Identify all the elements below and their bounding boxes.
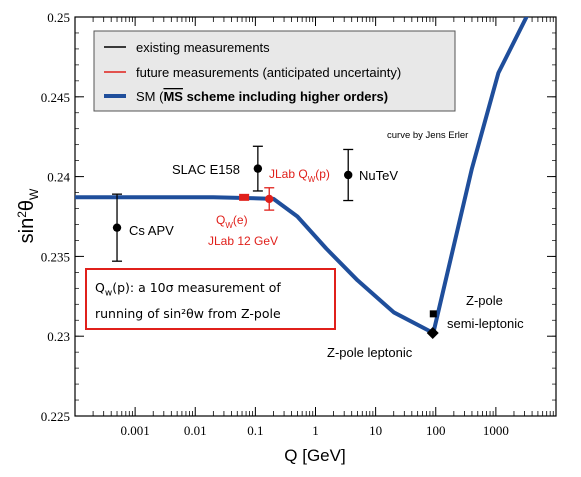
- x-tick-label: 0.001: [121, 423, 150, 438]
- y-axis-title: sin2θW: [15, 188, 41, 243]
- legend-label-future: future measurements (anticipated uncerta…: [136, 65, 401, 80]
- label-jlab-qwp: JLab QW(p): [269, 167, 330, 184]
- point-jlab-q-w-p--marker: [265, 194, 274, 204]
- note-box: Qw(p): a 10σ measurement of running of s…: [85, 268, 336, 330]
- legend-label-sm: SM (MS scheme including higher orders): [136, 89, 388, 104]
- label-slac-e158: SLAC E158: [172, 162, 240, 177]
- x-tick-label: 10: [369, 423, 382, 438]
- point-z-pole-semi-leptonic-marker: [429, 310, 437, 318]
- label-zpole-leptonic: Z-pole leptonic: [327, 345, 413, 360]
- credit-text: curve by Jens Erler: [387, 130, 468, 141]
- x-tick-label: 100: [426, 423, 446, 438]
- legend: existing measurements future measurement…: [93, 30, 456, 112]
- label-cs-apv: Cs APV: [129, 223, 174, 238]
- x-tick-label: 1000: [483, 423, 509, 438]
- x-axis-title: Q [GeV]: [284, 446, 345, 465]
- y-tick-label: 0.235: [41, 249, 70, 264]
- x-tick-label: 0.01: [184, 423, 207, 438]
- label-zpole-semi-2: semi-leptonic: [447, 316, 524, 331]
- y-tick-label: 0.24: [47, 170, 70, 185]
- legend-label-existing: existing measurements: [136, 40, 270, 55]
- point-slac-e158-marker: [253, 164, 263, 173]
- point-q-w-e-jlab-12-gev-marker: [239, 193, 250, 201]
- y-tick-label: 0.23: [47, 329, 70, 344]
- ticks-layer: 0.001 0.01 0.1 1 10 100 1000 0.225 0.23 0.235 0.24…: [41, 10, 556, 438]
- points-layer: [112, 145, 439, 340]
- y-tick-label: 0.25: [47, 10, 70, 25]
- y-tick-label: 0.245: [41, 90, 70, 105]
- point-cs-apv-marker: [112, 223, 122, 232]
- x-tick-label: 1: [312, 423, 319, 438]
- y-tick-label: 0.225: [41, 409, 70, 424]
- label-jlab-12gev: JLab 12 GeV: [208, 234, 278, 248]
- point-nutev-marker: [344, 170, 353, 180]
- label-qwe: QW(e): [216, 213, 248, 230]
- label-nutev: NuTeV: [359, 168, 398, 183]
- label-zpole-semi-1: Z-pole: [466, 293, 503, 308]
- legend-box: [93, 30, 456, 112]
- point-z-pole-leptonic-marker: [426, 327, 439, 340]
- x-tick-label: 0.1: [247, 423, 263, 438]
- note-line-2: running of sin²θw from Z-pole: [95, 305, 281, 321]
- note-line-1: Qw(p): a 10σ measurement of: [95, 280, 281, 299]
